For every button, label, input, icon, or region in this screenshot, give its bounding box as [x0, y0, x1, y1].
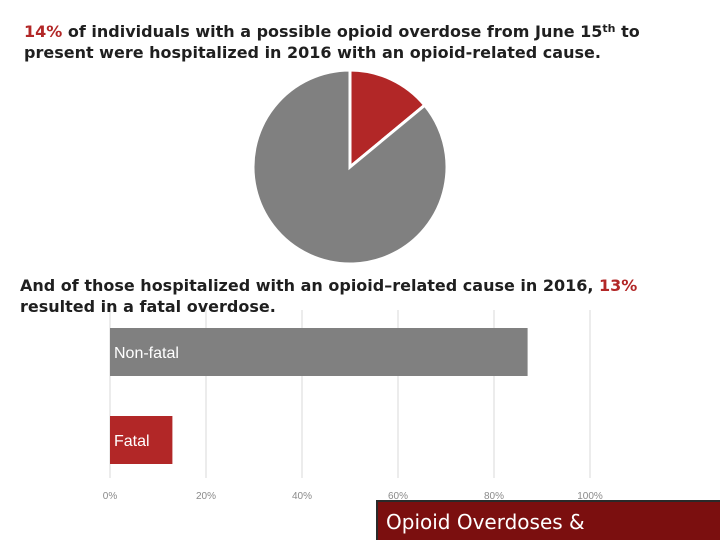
x-tick-label: 20%: [196, 491, 216, 502]
bar-series: Non-fatal Fatal: [110, 328, 528, 464]
bar-chart: Non-fatal Fatal 0% 20% 40% 60% 80% 100%: [103, 310, 603, 502]
pie-slice-0: [348, 68, 427, 171]
subtitle-highlight-percent: 13%: [599, 276, 638, 295]
title-text-start: of individuals with a possible opioid ov…: [62, 22, 603, 41]
pie-chart-title: 14% of individuals with a possible opioi…: [24, 21, 714, 63]
bar-x-axis-ticks: 0% 20% 40% 60% 80% 100%: [103, 491, 603, 502]
title-superscript: th: [602, 22, 616, 35]
x-tick-label: 80%: [484, 491, 504, 502]
title-text-end: to present were hospitalized in 2016 wit…: [24, 22, 640, 62]
subtitle-text-start: And of those hospitalized with an opioid…: [20, 276, 600, 295]
bar-non-fatal: [110, 328, 528, 376]
bar-label-fatal: Fatal: [114, 433, 150, 450]
bar-fatal: [110, 416, 173, 464]
highlight-percent: 14%: [24, 22, 63, 41]
x-tick-label: 100%: [577, 491, 603, 502]
subtitle-text-end: resulted in a fatal overdose.: [20, 297, 276, 316]
x-tick-label: 40%: [292, 491, 312, 502]
pie-chart: [251, 68, 449, 266]
bar-label-non-fatal: Non-fatal: [114, 345, 179, 362]
bar-chart-title: And of those hospitalized with an opioid…: [20, 275, 710, 317]
pie-slice-1: [251, 68, 449, 266]
x-tick-label: 0%: [103, 491, 118, 502]
x-tick-label: 60%: [388, 491, 408, 502]
footer-title-banner: Opioid Overdoses &: [376, 500, 720, 540]
